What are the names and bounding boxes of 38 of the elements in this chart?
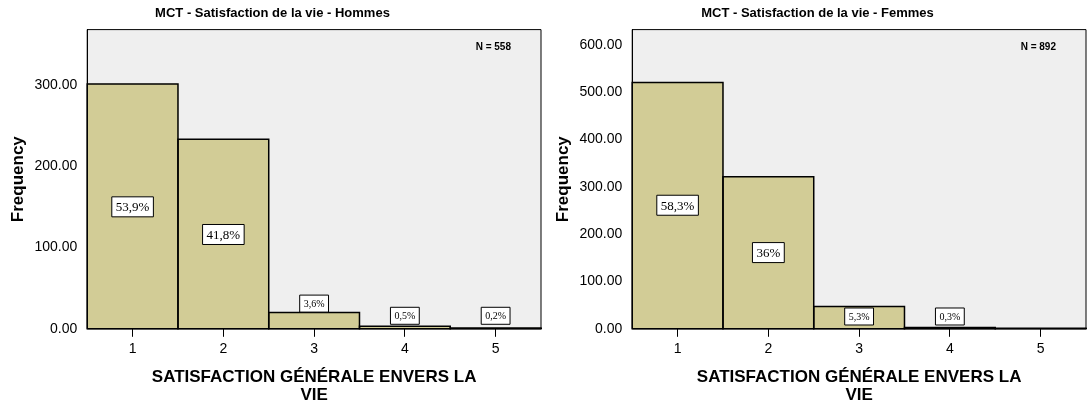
annotation: 41,8% [206, 226, 241, 242]
y-tick-label: 200.00 [34, 157, 78, 174]
annotation: 0,3% [939, 311, 961, 323]
chart-title: MCT - Satisfaction de la vie - Hommes [155, 5, 390, 21]
y-tick-label: 0.00 [594, 319, 623, 336]
annotation: N = 892 [1020, 41, 1057, 53]
annotation: 5,3% [848, 311, 870, 323]
annotation: 58,3% [660, 197, 695, 213]
y-tick-label: 100.00 [34, 238, 78, 255]
y-axis-title: Frequency [7, 135, 27, 223]
x-tick-label: 3 [310, 340, 319, 357]
x-tick-label: 1 [673, 340, 682, 357]
x-tick-label: 2 [219, 340, 228, 357]
x-axis-title: SATISFACTION GÉNÉRALE ENVERS LA VIE [151, 366, 477, 405]
y-tick-label: 600.00 [579, 35, 623, 52]
x-tick-label: 2 [764, 340, 773, 357]
x-tick-label: 1 [128, 340, 137, 357]
annotation: N = 558 [475, 41, 512, 53]
y-tick-label: 400.00 [579, 130, 623, 147]
x-tick-label: 4 [400, 340, 409, 357]
chart-title: MCT - Satisfaction de la vie - Femmes [701, 5, 934, 21]
annotation: 36% [756, 245, 781, 260]
annotation: 0,5% [394, 310, 416, 322]
x-tick-label: 5 [491, 340, 500, 357]
y-axis-title: Frequency [552, 135, 572, 223]
y-tick-label: 300.00 [579, 177, 623, 194]
x-axis-title: SATISFACTION GÉNÉRALE ENVERS LA VIE [696, 366, 1022, 405]
y-tick-label: 200.00 [579, 224, 623, 241]
y-tick-label: 300.00 [34, 75, 78, 92]
annotation: 3,6% [303, 298, 325, 310]
y-tick-label: 0.00 [49, 319, 78, 336]
annotation: 53,9% [115, 199, 150, 215]
y-tick-label: 500.00 [579, 82, 623, 99]
x-tick-label: 3 [855, 340, 864, 357]
x-tick-label: 4 [945, 340, 954, 357]
y-tick-label: 100.00 [579, 272, 623, 289]
x-tick-label: 5 [1036, 340, 1045, 357]
annotation: 0,2% [485, 310, 507, 322]
